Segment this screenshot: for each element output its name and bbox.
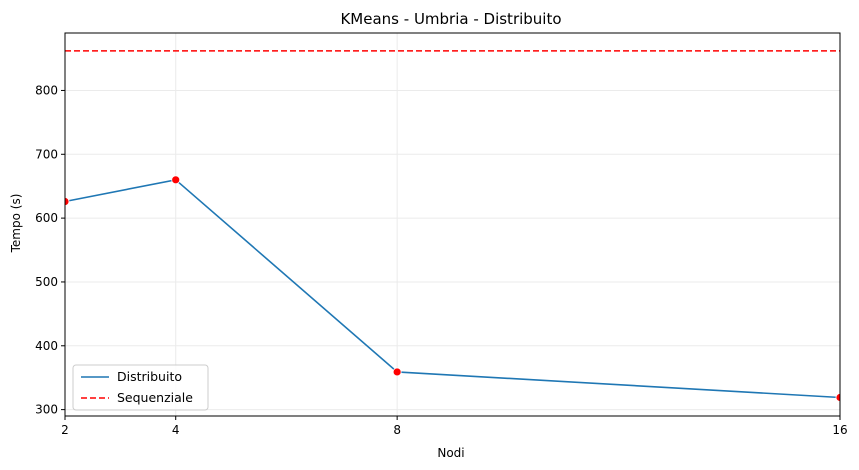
x-tick-label: 8 xyxy=(393,423,401,437)
data-point xyxy=(835,393,840,402)
series-line-distribuito xyxy=(64,178,841,399)
y-tick-label: 500 xyxy=(35,275,58,289)
chart-title: KMeans - Umbria - Distribuito xyxy=(340,10,561,28)
grid xyxy=(64,33,841,416)
y-axis-label: Tempo (s) xyxy=(9,194,23,254)
x-tick-label: 16 xyxy=(832,423,847,437)
data-point xyxy=(65,197,70,206)
series-layer xyxy=(64,175,841,402)
legend-label-sequenziale: Sequenziale xyxy=(117,390,193,405)
y-tick-label: 800 xyxy=(35,83,58,97)
data-point xyxy=(392,367,402,377)
y-axis: 300 400 500 600 700 800 xyxy=(35,83,65,417)
y-tick-label: 400 xyxy=(35,339,58,353)
x-axis-label: Nodi xyxy=(437,446,464,460)
y-tick-label: 700 xyxy=(35,147,58,161)
x-tick-label: 2 xyxy=(61,423,69,437)
legend: Distribuito Sequenziale xyxy=(72,364,209,411)
x-axis: 2 4 8 16 xyxy=(61,416,848,437)
y-tick-label: 600 xyxy=(35,211,58,225)
legend-label-distribuito: Distribuito xyxy=(117,369,182,384)
y-tick-label: 300 xyxy=(35,403,58,417)
series-markers xyxy=(65,175,840,402)
x-tick-label: 4 xyxy=(172,423,180,437)
data-point xyxy=(171,175,181,185)
plot-frame xyxy=(64,32,841,417)
